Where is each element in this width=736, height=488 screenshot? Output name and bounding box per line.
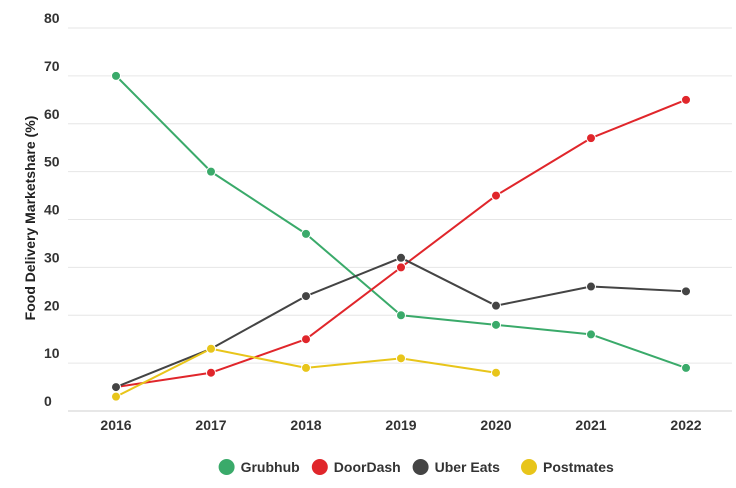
series-line [115,98,687,389]
series-uber-eats [111,252,691,393]
y-tick-label: 30 [44,249,60,265]
data-point [586,329,596,340]
series-doordash [111,94,691,393]
y-tick-label: 60 [44,106,60,122]
data-point [396,353,406,364]
y-tick-label: 10 [44,345,60,361]
x-tick-label: 2021 [575,417,606,433]
legend-marker [218,459,235,475]
legend-label: Uber Eats [435,459,501,475]
data-point [681,286,691,297]
legend-item: Grubhub [218,459,300,475]
legend-label: DoorDash [334,459,401,475]
series-line [115,256,687,388]
series-postmates [111,343,501,402]
y-tick-label: 70 [44,58,60,74]
data-point [396,262,406,273]
data-point [491,300,501,311]
y-axis-label: Food Delivery Marketshare (%) [22,116,38,321]
data-point [396,310,406,321]
data-point [301,228,311,239]
legend-label: Grubhub [241,459,300,475]
legend-marker [412,459,429,475]
data-point [206,343,216,354]
legend-label: Postmates [543,459,614,475]
data-point [301,291,311,302]
x-tick-label: 2020 [480,417,511,433]
y-tick-label: 80 [44,10,60,26]
y-tick-label: 50 [44,154,60,170]
x-axis-ticks: 2016 2017 2018 2019 2020 2021 2022 [100,417,701,433]
legend-item: DoorDash [311,459,401,475]
series-grubhub [111,70,691,373]
legend: Grubhub DoorDash Uber Eats Postmates [218,459,614,475]
y-axis-ticks: 0 10 20 30 40 50 60 70 80 [44,10,60,409]
data-point [111,391,121,402]
data-point [111,382,121,393]
data-point [206,166,216,177]
data-point [491,319,501,330]
data-point [111,70,121,81]
data-point [491,367,501,378]
legend-item: Uber Eats [412,459,501,475]
data-point [681,94,691,105]
x-tick-label: 2018 [290,417,321,433]
series-line [115,75,687,369]
series-lines [111,70,691,402]
data-point [396,252,406,263]
grid-lines [68,27,732,412]
x-tick-label: 2017 [195,417,226,433]
legend-item: Postmates [521,459,614,475]
legend-marker [311,459,328,475]
data-point [206,367,216,378]
y-tick-label: 0 [44,393,52,409]
data-point [491,190,501,201]
data-point [681,362,691,373]
legend-marker [521,459,537,475]
x-tick-label: 2019 [385,417,416,433]
y-tick-label: 20 [44,297,60,313]
data-point [301,334,311,345]
data-point [301,362,311,373]
data-point [586,133,596,144]
data-point [586,281,596,292]
y-tick-label: 40 [44,202,60,218]
x-tick-label: 2022 [670,417,701,433]
x-tick-label: 2016 [100,417,131,433]
